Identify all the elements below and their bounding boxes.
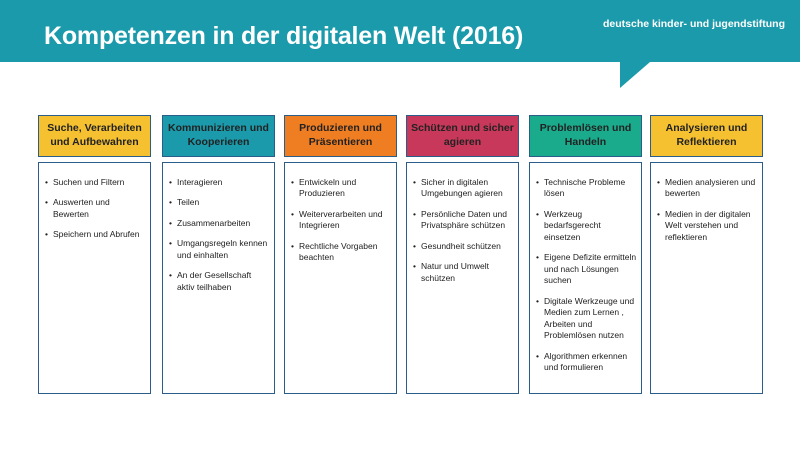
logo-text: deutsche kinder- und jugendstiftung (603, 18, 785, 30)
list-item: Umgangsregeln kennen und einhalten (169, 238, 270, 261)
list-item: Sicher in digitalen Umgebungen agieren (413, 177, 514, 200)
column: Kommunizieren und Kooperieren Interagiere… (162, 115, 275, 394)
list-item: Werkzeug bedarfsgerecht einsetzen (536, 209, 637, 243)
list-item: Suchen und Filtern (45, 177, 146, 189)
column-header: Produzieren und Präsentieren (284, 115, 397, 157)
item-list: Interagieren Teilen Zusammenarbeiten Umgang… (169, 177, 270, 293)
list-item: Medien analysieren und bewerten (657, 177, 758, 200)
item-list: Sicher in digitalen Umgebungen agieren Pe… (413, 177, 514, 284)
list-item: Eigene Defizite ermitteln und nach Lösun… (536, 252, 637, 286)
item-list: Technische Probleme lösen Werkzeug bedarf… (536, 177, 637, 374)
column-list: Entwickeln und Produzieren Weiterverarbei… (284, 162, 397, 394)
list-item: Digitale Werkzeuge und Medien zum Lernen… (536, 296, 637, 342)
list-item: Weiterverarbeiten und Integrieren (291, 209, 392, 232)
header-shape (0, 0, 800, 88)
column-list: Interagieren Teilen Zusammenarbeiten Umgang… (162, 162, 275, 394)
column-header: Analysieren und Reflektieren (650, 115, 763, 157)
column-list: Medien analysieren und bewerten Medien in… (650, 162, 763, 394)
column: Problemlösen und Handeln Technische Probl… (529, 115, 642, 394)
column-list: Suchen und Filtern Auswerten und Bewerten… (38, 162, 151, 394)
column: Schützen und sicher agieren Sicher in dig… (406, 115, 519, 394)
column: Suche, Verarbeiten und Aufbewahren Suchen… (38, 115, 151, 394)
column-header: Suche, Verarbeiten und Aufbewahren (38, 115, 151, 157)
item-list: Medien analysieren und bewerten Medien in… (657, 177, 758, 243)
column-header: Kommunizieren und Kooperieren (162, 115, 275, 157)
list-item: Technische Probleme lösen (536, 177, 637, 200)
list-item: Algorithmen erkennen und formulieren (536, 351, 637, 374)
list-item: Entwickeln und Produzieren (291, 177, 392, 200)
list-item: Speichern und Abrufen (45, 229, 146, 241)
slide-title: Kompetenzen in der digitalen Welt (2016) (44, 22, 524, 50)
column: Analysieren und Reflektieren Medien analy… (650, 115, 763, 394)
column-header: Problemlösen und Handeln (529, 115, 642, 157)
column-list: Technische Probleme lösen Werkzeug bedarf… (529, 162, 642, 394)
column-list: Sicher in digitalen Umgebungen agieren Pe… (406, 162, 519, 394)
item-list: Suchen und Filtern Auswerten und Bewerten… (45, 177, 146, 241)
list-item: Medien in der digitalen Welt verstehen u… (657, 209, 758, 243)
list-item: Persönliche Daten und Privatsphäre schüt… (413, 209, 514, 232)
list-item: Teilen (169, 197, 270, 209)
list-item: Zusammenarbeiten (169, 218, 270, 230)
item-list: Entwickeln und Produzieren Weiterverarbei… (291, 177, 392, 264)
list-item: Gesundheit schützen (413, 241, 514, 253)
column: Produzieren und Präsentieren Entwickeln u… (284, 115, 397, 394)
list-item: Rechtliche Vorgaben beachten (291, 241, 392, 264)
list-item: An der Gesellschaft aktiv teilhaben (169, 270, 270, 293)
list-item: Auswerten und Bewerten (45, 197, 146, 220)
list-item: Interagieren (169, 177, 270, 189)
header-band (0, 0, 800, 88)
list-item: Natur und Umwelt schützen (413, 261, 514, 284)
column-header: Schützen und sicher agieren (406, 115, 519, 157)
